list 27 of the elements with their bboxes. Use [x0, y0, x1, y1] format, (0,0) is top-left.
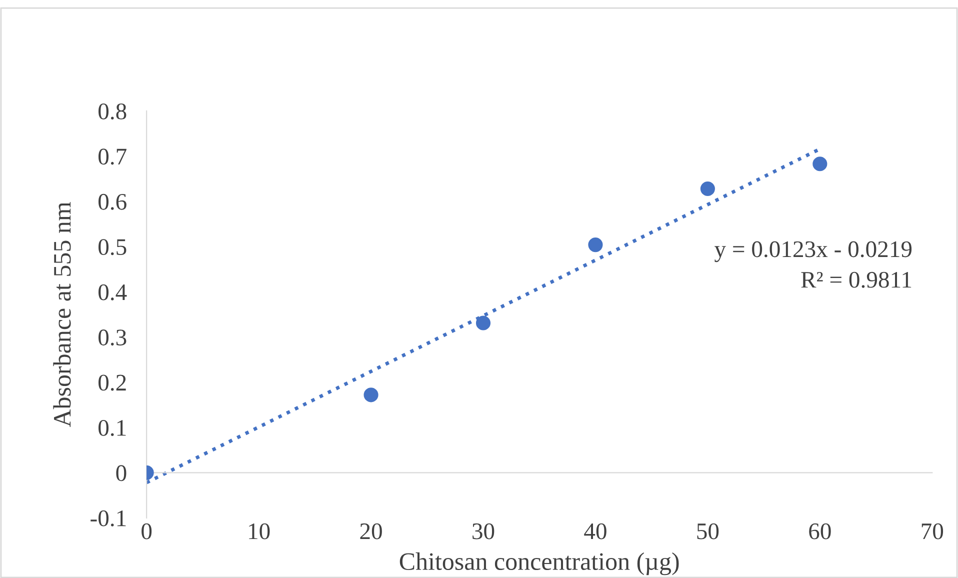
x-tick-label: 40	[584, 523, 606, 540]
y-tick-label: -0.1	[90, 510, 126, 526]
point	[588, 238, 603, 252]
x-tick-label: 60	[809, 523, 831, 540]
point	[364, 388, 378, 402]
y-tick-label: 0.3	[98, 330, 126, 346]
x-tick-label: 50	[697, 523, 719, 540]
y-tick-label: 0.2	[98, 374, 126, 391]
point	[812, 156, 828, 172]
y-tick-label: 0.6	[98, 194, 126, 210]
x-tick-label: 0	[142, 523, 152, 540]
y-tick-label: 0.5	[98, 239, 126, 256]
annotation: y = 0.0123x - 0.0219	[714, 241, 912, 262]
x-tick-label: 70	[922, 523, 944, 540]
y-tick-label: 0.1	[98, 420, 126, 436]
y-tick-label: 0.8	[98, 103, 126, 120]
x-tick-label: 10	[249, 523, 270, 540]
x-axis-title: Chitosan concentration (µg)	[400, 552, 679, 576]
y-tick-label: 0	[116, 465, 126, 482]
annotation: R² = 0.9811	[801, 272, 912, 288]
point	[700, 181, 715, 196]
x-tick-label: 20	[360, 523, 382, 540]
x-tick-label: 30	[472, 523, 494, 540]
point	[476, 316, 491, 330]
y-tick-label: 0.4	[98, 284, 127, 300]
y-tick-label: 0.7	[98, 148, 126, 165]
y-axis-title: Absorbance at 555 nm	[53, 202, 71, 428]
